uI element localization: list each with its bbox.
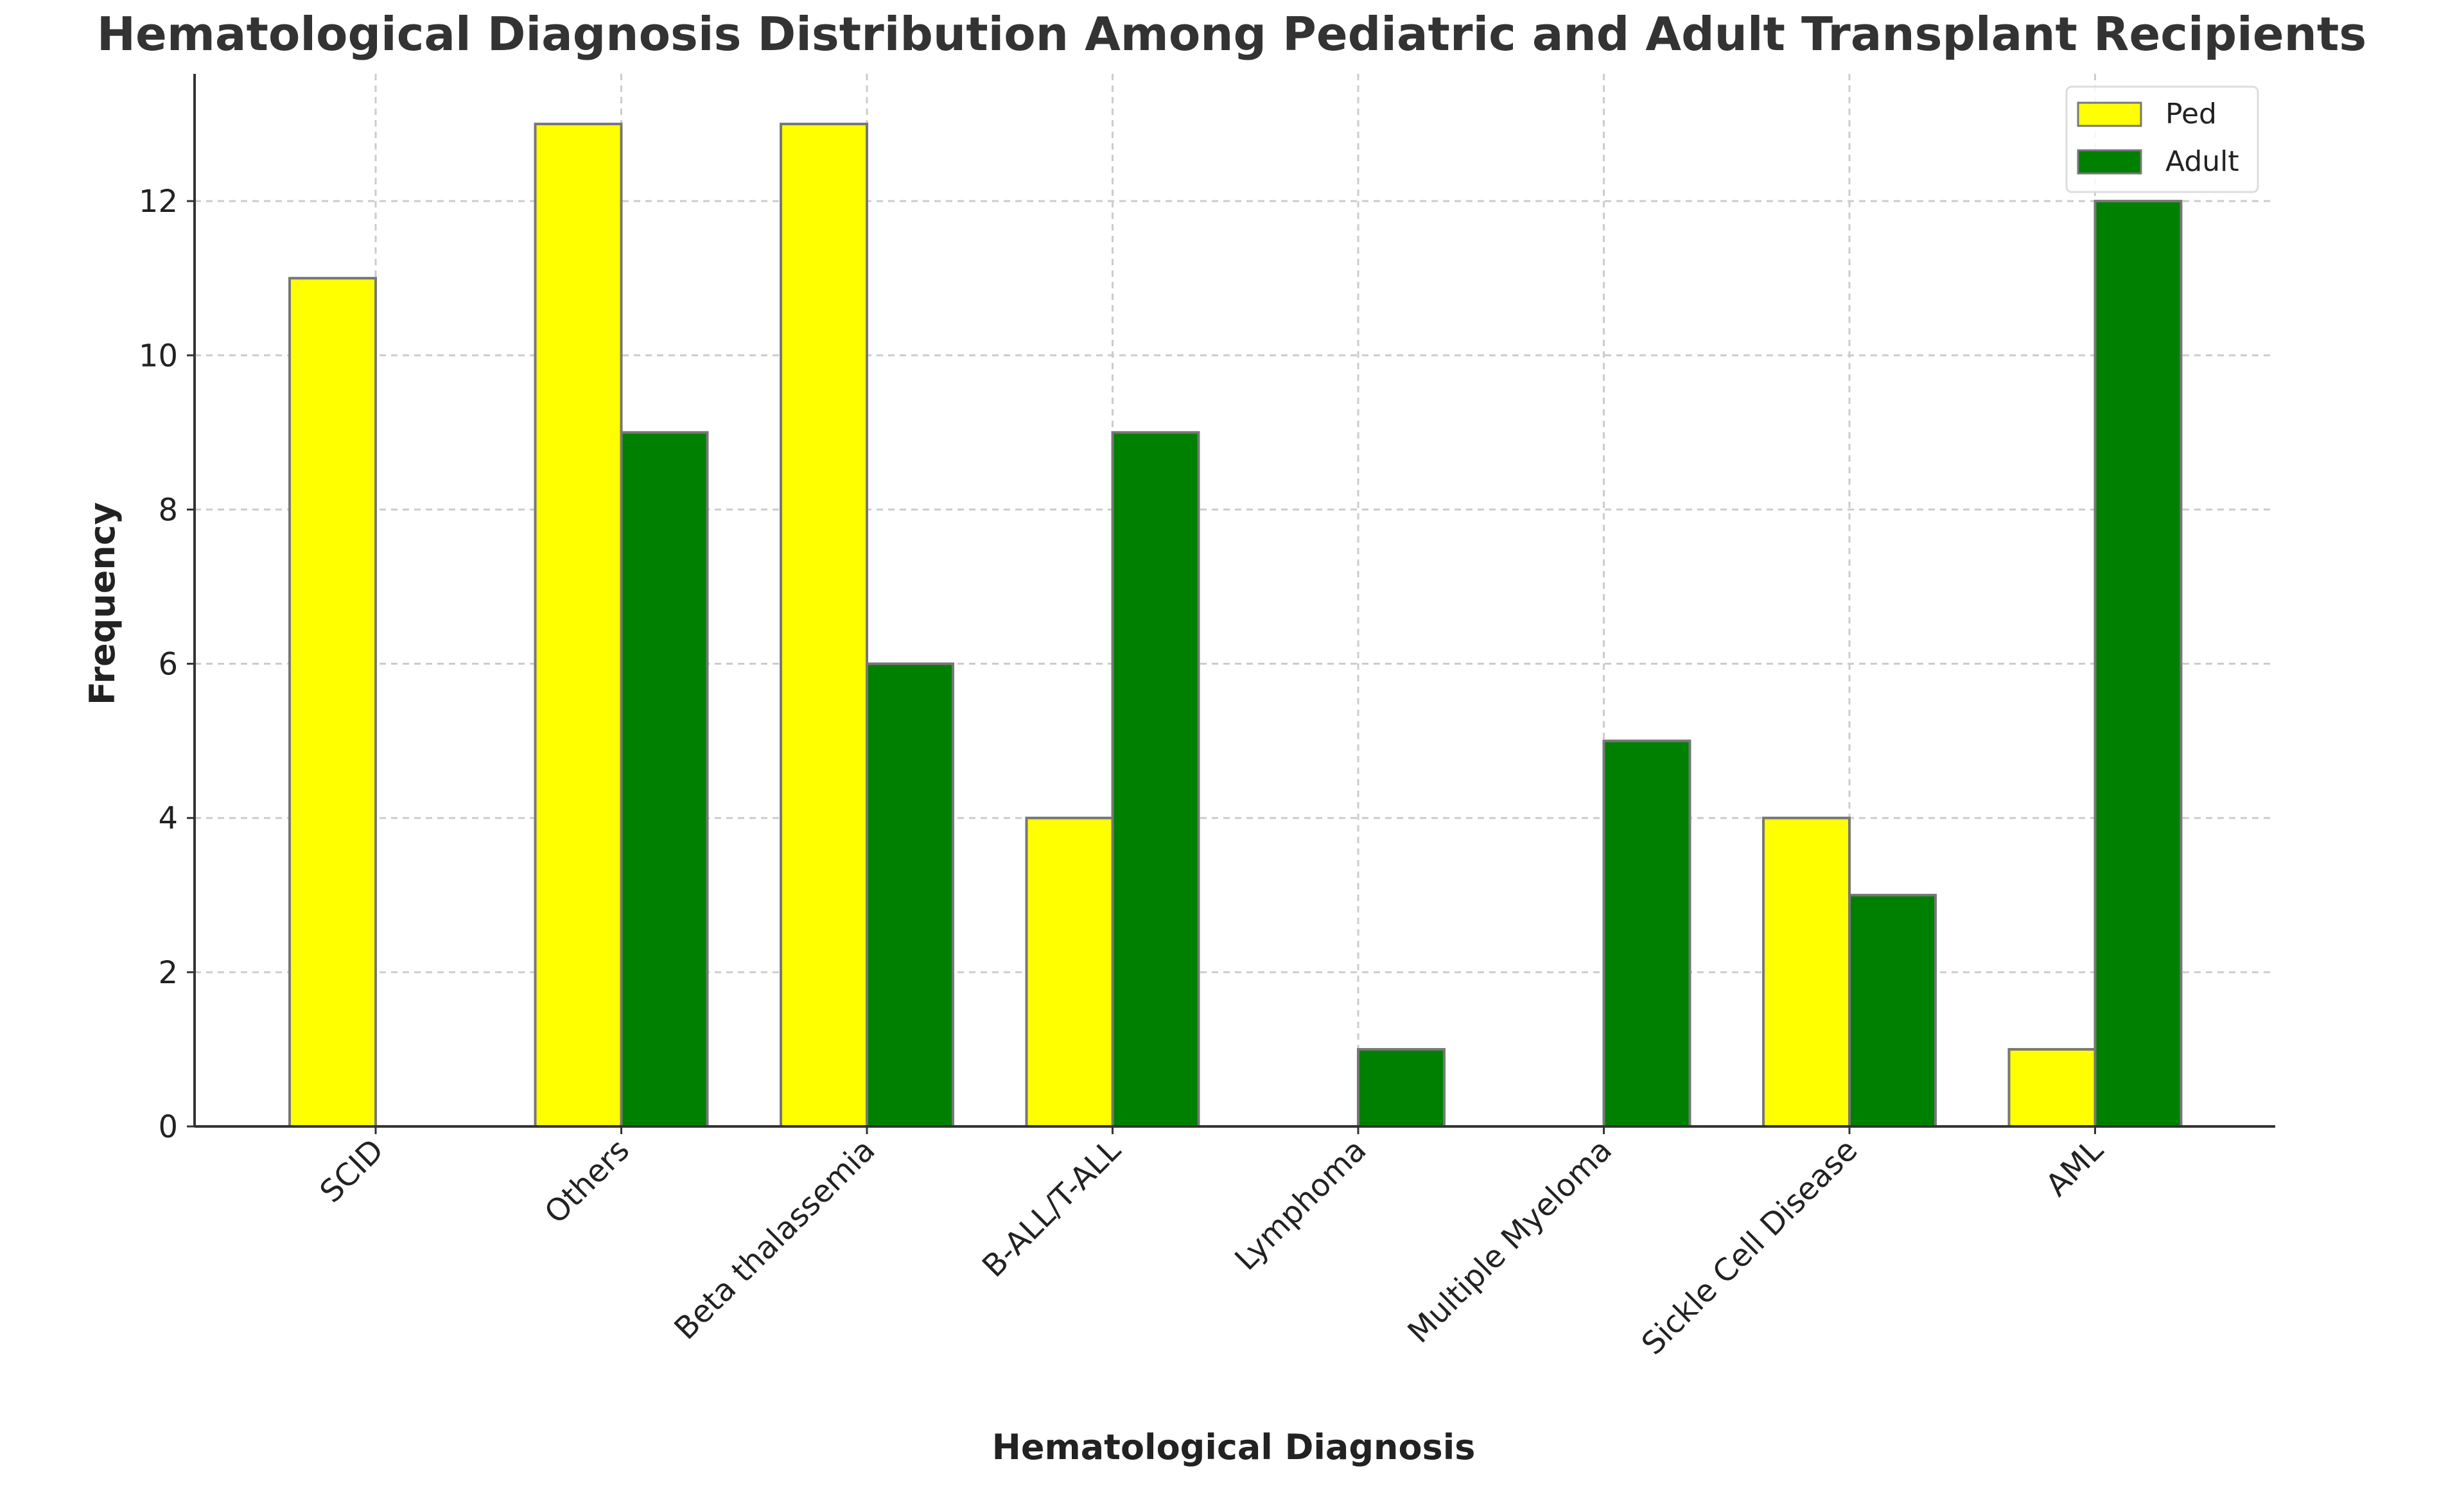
bar-adult: [866, 662, 954, 1128]
bar-ped: [534, 123, 623, 1128]
bar-adult: [1111, 431, 1200, 1128]
legend-swatch-adult: [2077, 149, 2142, 175]
y-tick-label: 2: [158, 955, 178, 991]
legend-swatch-ped: [2077, 101, 2142, 127]
y-tick-label: 4: [158, 801, 178, 837]
bar-adult: [1848, 893, 1937, 1128]
bar-adult: [1602, 739, 1691, 1128]
x-tick-label: Sickle Cell Disease: [1635, 1132, 1865, 1362]
bar-adult: [620, 431, 709, 1128]
legend-label-ped: Ped: [2165, 98, 2217, 130]
x-ticks: SCID Others Beta thalassemia B-ALL/T-ALL Lym…: [313, 1126, 2110, 1362]
y-ticks: 0 2 4 6 8 10 12: [139, 184, 195, 1145]
x-axis-label: Hematological Diagnosis: [992, 1427, 1476, 1467]
bar-ped: [2007, 1047, 2097, 1128]
legend: Ped Adult: [2065, 85, 2259, 193]
x-tick-label: Others: [537, 1132, 636, 1231]
y-axis-label: Frequency: [82, 502, 123, 705]
axes: [193, 74, 2275, 1128]
y-tick-label: 12: [139, 184, 178, 220]
bars: [288, 123, 2183, 1128]
x-tick-label: B-ALL/T-ALL: [975, 1132, 1128, 1284]
x-tick-label: Beta thalassemia: [667, 1132, 882, 1347]
y-tick-label: 10: [139, 338, 178, 374]
chart-title: Hematological Diagnosis Distribution Amo…: [97, 7, 2366, 61]
x-tick-label: Multiple Myeloma: [1401, 1132, 1619, 1351]
y-tick-label: 0: [158, 1109, 178, 1145]
x-tick-label: Lymphoma: [1228, 1132, 1373, 1277]
bar-ped: [288, 277, 377, 1128]
gridlines: [195, 74, 2275, 1126]
legend-label-adult: Adult: [2165, 145, 2239, 178]
y-tick-label: 6: [158, 647, 178, 683]
y-tick-label: 8: [158, 492, 178, 528]
bar-ped: [1762, 816, 1851, 1128]
bar-ped: [1025, 816, 1114, 1128]
bar-adult: [2093, 200, 2183, 1128]
x-tick-label: AML: [2039, 1132, 2110, 1204]
bar-ped: [780, 123, 868, 1128]
bar-adult: [1357, 1047, 1446, 1128]
x-tick-label: SCID: [313, 1132, 390, 1210]
